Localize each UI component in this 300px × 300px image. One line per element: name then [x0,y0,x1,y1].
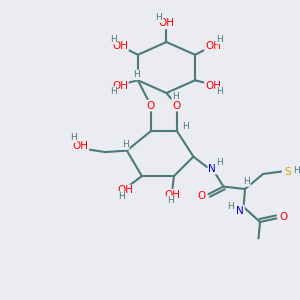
Text: H: H [293,166,300,175]
Text: O: O [198,191,206,202]
Text: H: H [133,70,140,80]
Text: H: H [182,122,189,131]
Text: OH: OH [117,185,134,196]
Text: H: H [167,196,174,205]
Text: S: S [284,167,291,177]
Text: H: H [216,35,223,44]
Text: H: H [216,158,223,167]
Text: N: N [208,164,216,174]
Text: OH: OH [112,81,128,91]
Text: H: H [118,192,125,201]
Text: OH: OH [164,190,181,200]
Text: H: H [122,140,129,149]
Text: H: H [172,92,179,101]
Text: H: H [156,13,162,22]
Text: OH: OH [112,41,128,51]
Text: OH: OH [158,18,175,28]
Text: OH: OH [205,41,221,51]
Text: H: H [70,133,76,142]
Text: O: O [173,100,181,111]
Text: H: H [243,177,250,186]
Text: N: N [236,206,244,216]
Text: H: H [110,35,117,44]
Text: H: H [110,87,117,96]
Text: O: O [147,100,155,111]
Text: OH: OH [205,81,221,91]
Text: O: O [279,212,287,222]
Text: H: H [216,87,223,96]
Text: H: H [228,202,234,211]
Text: OH: OH [72,140,88,151]
